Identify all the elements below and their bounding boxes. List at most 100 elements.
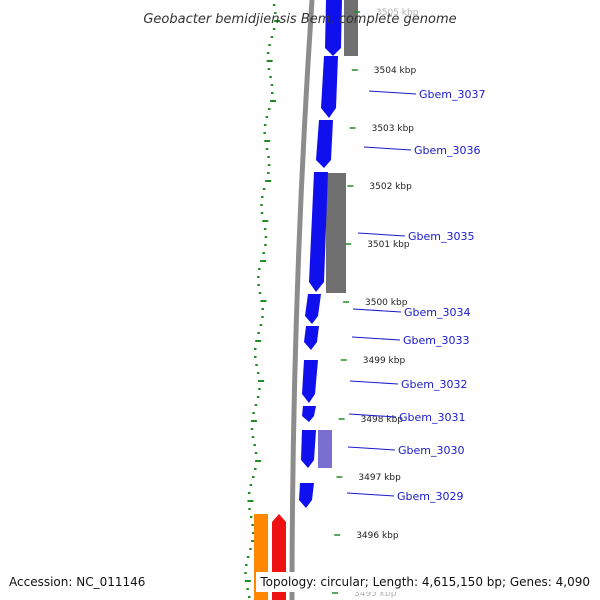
gc-dot [247,596,251,598]
gc-dot [267,156,270,158]
footer-bg-left [4,572,154,592]
map-title: Geobacter bemidjiensis Bem, complete gen… [143,12,456,27]
scale-label: 3500 kbp [365,298,408,308]
scale-label: 3505 kbp [376,8,419,18]
gc-dot [258,388,261,390]
genome-backbone [289,0,315,600]
gc-dot [258,268,261,270]
gc-dot [256,396,260,398]
gc-dot [263,132,266,134]
gc-dot [244,572,247,574]
scale-ticks: 3505 kbp 3504 kbp 3503 kbp 3502 kbp 3501 kbp… [332,8,419,599]
gene-leader-line [357,232,406,237]
gc-dot [252,412,255,414]
gc-dot [251,532,255,534]
gc-dot [251,476,255,478]
homolog-bar [326,173,346,293]
gc-dot [262,252,265,254]
gc-dot [244,580,251,582]
gene-labels: Gbem_3037 Gbem_3036 Gbem_3035 Gbem_3034 Gbem… [346,88,485,503]
gene-label: Gbem_3030 [398,444,464,457]
footer-bg-right [256,572,592,592]
gc-dot [265,180,272,182]
gene-leader-line [347,446,396,451]
gc-dot [274,20,281,22]
gc-dot [265,148,269,150]
gene-label: Gbem_3032 [401,378,467,391]
scale-label: 3503 kbp [372,124,415,134]
gc-dot [268,44,271,46]
topology-label: Topology: circular; Length: 4,615,150 bp… [259,575,590,589]
homolog-bar [344,0,358,56]
gene-label: Gbem_3034 [404,306,470,319]
cds-arrow [304,326,319,350]
scale-label: 3496 kbp [356,531,399,541]
gene-label: Gbem_3033 [403,334,469,347]
cds-arrow [299,483,314,508]
gene-label: Gbem_3031 [399,411,465,424]
gc-dot [253,348,257,350]
gc-dot [254,356,257,358]
gc-dot [263,124,267,126]
gc-dot [248,508,251,510]
scale-label: 3497 kbp [358,473,401,483]
gc-dot [259,324,263,326]
gc-dot [274,12,277,14]
gc-dot [244,564,248,566]
gc-dot [263,228,267,230]
gene-leader-line [346,492,395,497]
scale-label: 3504 kbp [374,66,417,76]
homolog-bar [318,430,332,468]
cds-arrow [301,430,316,468]
gc-dot [247,492,251,494]
gene-leader-line [351,336,401,341]
gc-dot [260,300,267,302]
gc-dot [251,524,254,526]
gc-dot [270,84,274,86]
gc-dot [267,68,271,70]
gc-dot [269,76,272,78]
gc-dot [253,444,256,446]
gc-dot [250,420,257,422]
gc-dot [264,236,268,238]
gc-dot [257,276,260,278]
scale-label: 3498 kbp [361,415,404,425]
gene-label: Gbem_3036 [414,144,480,157]
cds-arrow [316,120,333,168]
gc-dot [260,260,267,262]
gene-leader-line [348,413,397,418]
gene-leader-line [352,308,402,313]
gc-dot [246,556,250,558]
cds-arrow [302,360,318,403]
gc-dot [260,212,264,214]
cds-arrow [305,294,321,324]
gc-dot [249,548,252,550]
gc-dot [258,292,262,294]
gc-dot [270,36,274,38]
gc-dot [257,284,260,286]
gc-dot [266,52,270,54]
gc-dot [262,220,269,222]
gc-dot [267,164,271,166]
cds-arrow [325,0,342,56]
gc-dot [267,172,270,174]
gc-dot [255,364,258,366]
scale-label: 3499 kbp [363,356,406,366]
gc-dot [249,516,253,518]
gene-label: Gbem_3029 [397,490,463,503]
gc-dot [261,308,264,310]
gc-dot [251,436,255,438]
gene-leader-line [363,146,412,151]
gc-dot [271,92,274,94]
gc-dot [272,4,276,6]
gc-dot [260,196,264,198]
scale-label: 3495 kbp [354,589,397,599]
gc-dot [254,404,258,406]
gc-dot [247,500,254,502]
gc-dot [260,204,263,206]
gc-content-track [244,4,281,598]
gc-dot [267,108,271,110]
gene-leader-line [349,380,399,385]
gc-dot [265,116,269,118]
